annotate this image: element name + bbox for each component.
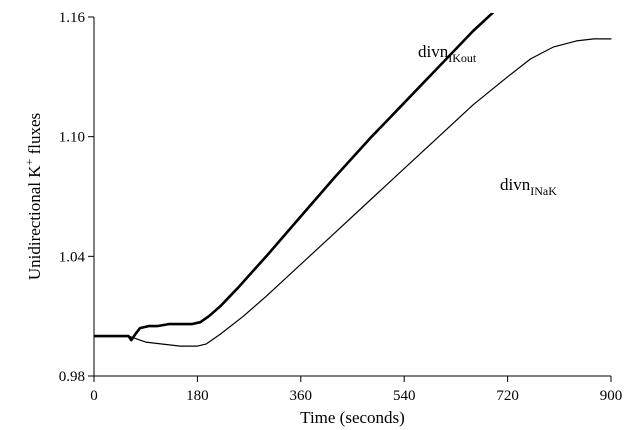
x-tick-label: 0 <box>90 388 98 404</box>
y-tick-label: 1.04 <box>59 249 86 265</box>
series-line-ikout <box>94 13 495 342</box>
y-axis-title-main: Unidirectional K <box>25 165 44 280</box>
x-axis-ticks: 0 180 360 540 720 900 <box>90 376 622 404</box>
series-label-ikout: divnIKout <box>418 42 477 65</box>
series-label-inak: divnINaK <box>500 175 557 198</box>
x-tick-label: 720 <box>496 388 519 404</box>
y-axis-title-superscript: + <box>22 158 36 165</box>
y-tick-label: 1.10 <box>59 130 85 146</box>
series-label-ikout-main: divn <box>418 42 449 61</box>
series-label-ikout-sub: IKout <box>448 51 477 65</box>
x-tick-label: 540 <box>393 388 416 404</box>
x-tick-label: 900 <box>600 388 623 404</box>
y-axis-title-tail: fluxes <box>25 113 44 159</box>
x-axis-title: Time (seconds) <box>300 408 405 427</box>
axes <box>93 17 611 377</box>
y-tick-label: 0.98 <box>59 369 85 385</box>
y-axis-title: Unidirectional K+ fluxes <box>22 113 44 280</box>
x-tick-label: 360 <box>290 388 313 404</box>
x-tick-label: 180 <box>186 388 209 404</box>
series-label-inak-main: divn <box>500 175 531 194</box>
series-label-inak-sub: INaK <box>530 184 557 198</box>
series-line-inak <box>94 38 612 347</box>
y-axis-ticks: 0.98 1.04 1.10 1.16 <box>59 10 94 385</box>
y-tick-label: 1.16 <box>59 10 86 26</box>
series-layer <box>94 13 612 347</box>
